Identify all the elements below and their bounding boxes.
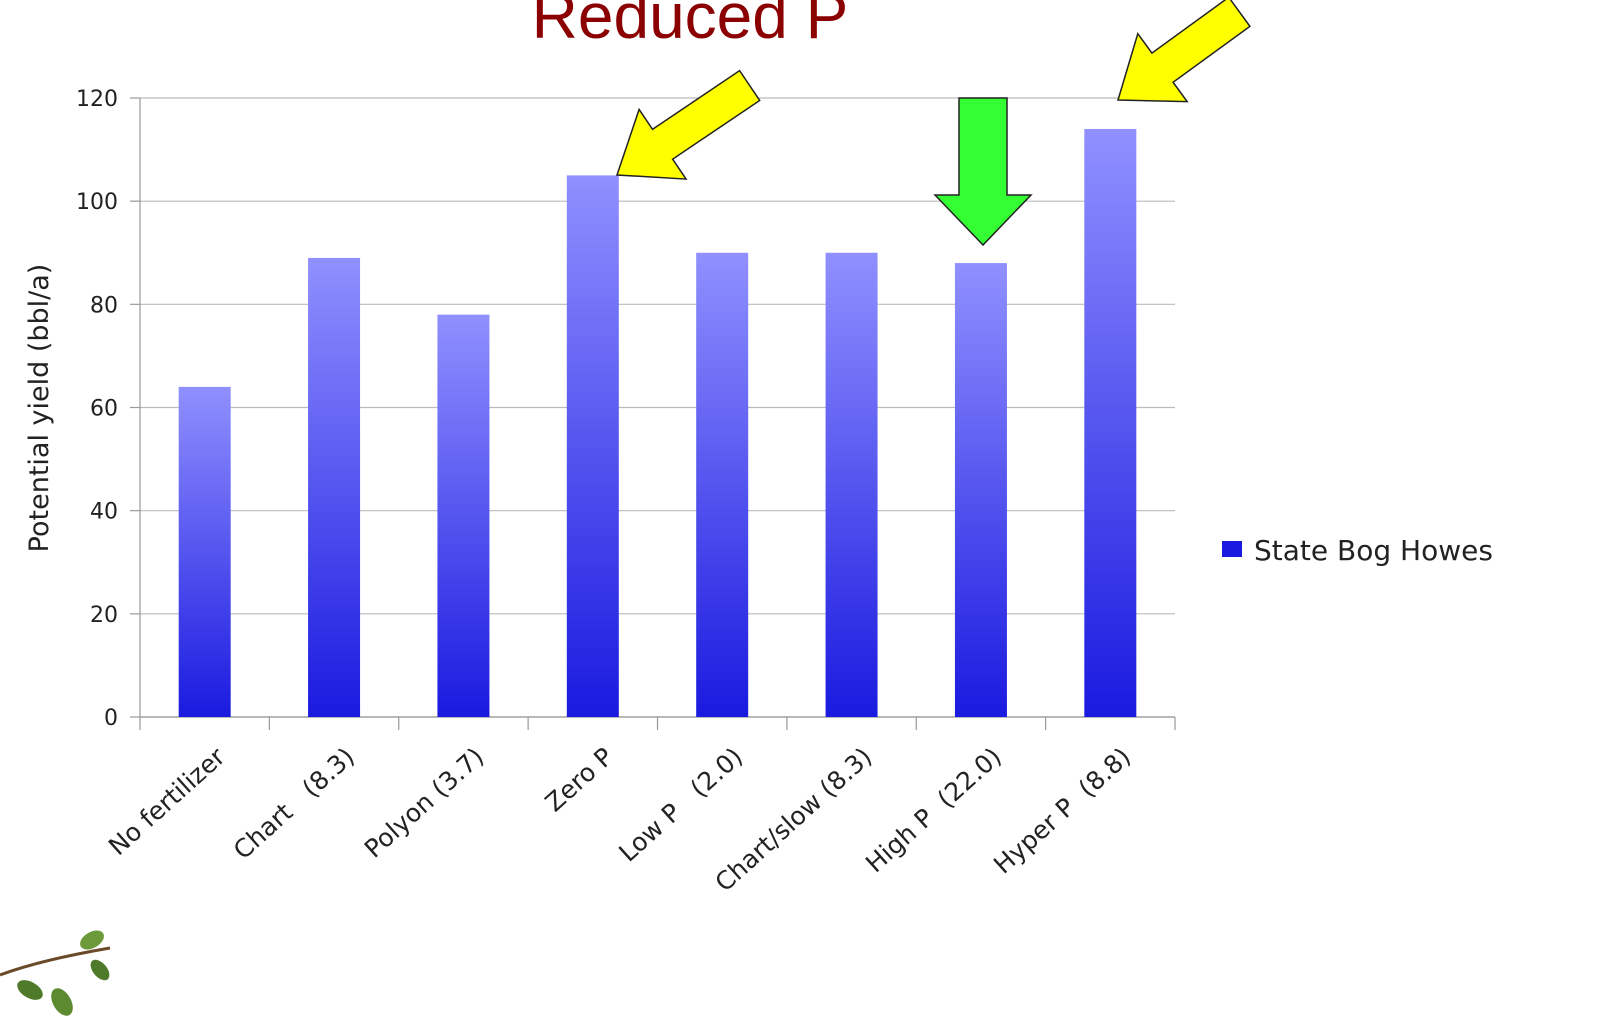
bar	[954, 263, 1007, 717]
x-tick-label: Low P (2.0)	[613, 742, 748, 868]
chart-title: Reduced P	[532, 0, 849, 52]
x-tick-label: Chart (8.3)	[228, 742, 360, 865]
bar	[308, 257, 361, 717]
y-tick-label: 0	[104, 706, 118, 731]
y-tick-label: 80	[90, 293, 118, 318]
leaf	[90, 959, 110, 981]
x-tick-label: Hyper P (8.8)	[988, 742, 1136, 880]
y-tick-label: 120	[76, 87, 118, 112]
legend-swatch	[1222, 541, 1242, 557]
y-tick-label: 100	[76, 190, 118, 215]
y-tick-label: 20	[90, 603, 118, 628]
bar	[566, 175, 619, 717]
legend-label: State Bog Howes	[1254, 534, 1493, 567]
branch	[0, 946, 111, 977]
green-arrow	[933, 97, 1033, 247]
bar	[437, 314, 490, 717]
y-axis-label: Potential yield (bbl/a)	[24, 264, 55, 553]
leaf	[80, 930, 104, 950]
leaf	[17, 980, 43, 1000]
leaf-decoration	[0, 930, 111, 1016]
yellow-arrow	[1117, 0, 1251, 103]
bar	[178, 386, 231, 717]
x-tick-label: Polyon (3.7)	[359, 742, 490, 864]
bar	[825, 252, 878, 717]
x-tick-label: High P (22.0)	[860, 742, 1007, 878]
annotation-arrows	[615, 0, 1251, 247]
bar	[696, 252, 749, 717]
x-tick-label: Zero P	[540, 742, 619, 817]
bar	[1084, 128, 1137, 717]
x-tick-label: No fertilizer	[103, 741, 231, 861]
yellow-arrow	[615, 69, 761, 180]
y-tick-label: 60	[90, 397, 118, 422]
leaf	[51, 988, 73, 1016]
y-tick-label: 40	[90, 500, 118, 525]
